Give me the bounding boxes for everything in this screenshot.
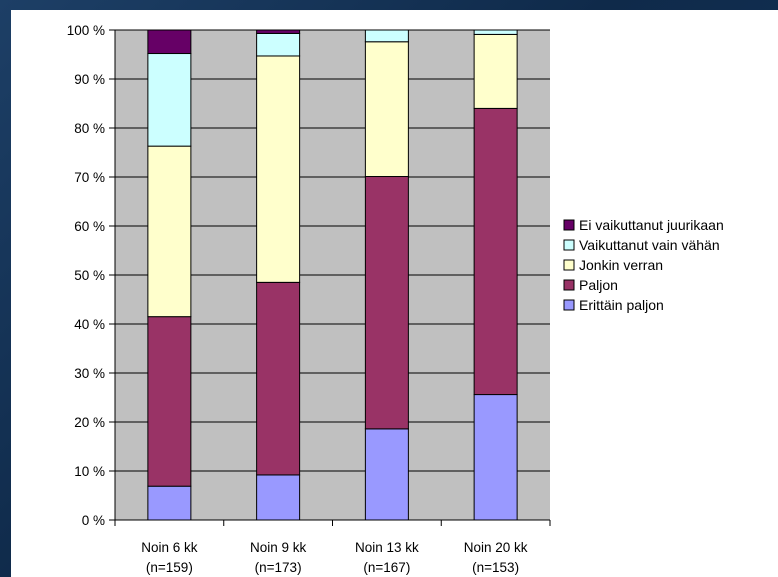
y-tick-label: 40 %: [74, 317, 105, 332]
bar-segment: [473, 107, 518, 396]
bar-segment: [147, 29, 192, 55]
x-tick-labels: Noin 6 kk (n=159) Noin 9 kk (n=173) Noin 13 …: [141, 540, 528, 575]
chart-area: 0 % 10 % 20 % 30 % 40 % 50 % 60 % 70 % 80 % 90 % 1…: [11, 10, 778, 577]
legend-swatch: [563, 259, 575, 271]
y-tick-label: 60 %: [74, 219, 105, 234]
bar-segment: [473, 29, 518, 35]
y-tick-label: 70 %: [74, 170, 105, 185]
bar-segment: [364, 41, 409, 178]
legend-swatch: [563, 299, 575, 311]
y-tick-label: 0 %: [82, 513, 105, 528]
x-tick-label: (n=167): [363, 560, 410, 575]
y-tick-label: 30 %: [74, 366, 105, 381]
stacked-bar-chart: 0 % 10 % 20 % 30 % 40 % 50 % 60 % 70 % 80 % 90 % 1…: [67, 23, 724, 575]
x-tick-label: (n=159): [146, 560, 193, 575]
x-tick-label: Noin 6 kk: [141, 540, 198, 555]
x-tick-label: (n=153): [472, 560, 519, 575]
bar-segment: [147, 145, 192, 318]
legend-label: Ei vaikuttanut juurikaan: [579, 217, 724, 233]
legend-swatch: [563, 279, 575, 291]
y-tick-label: 80 %: [74, 121, 105, 136]
bar-segment: [473, 394, 518, 521]
bar-segment: [364, 29, 409, 43]
bar-segment: [256, 281, 301, 476]
x-tick-label: Noin 9 kk: [250, 540, 307, 555]
bar-segment: [473, 33, 518, 109]
legend-label: Jonkin verran: [579, 257, 663, 273]
bar-segment: [256, 32, 301, 57]
legend-label: Erittäin paljon: [579, 297, 664, 313]
legend-label: Paljon: [579, 277, 618, 293]
bar-segment: [256, 29, 301, 34]
y-tick-label: 20 %: [74, 415, 105, 430]
x-tick-label: Noin 20 kk: [464, 540, 528, 555]
x-tick-label: (n=173): [255, 560, 302, 575]
legend-label: Vaikuttanut vain vähän: [579, 237, 720, 253]
axes: [109, 29, 551, 526]
bars: [147, 29, 518, 521]
bar-segment: [256, 474, 301, 521]
x-tick-label: Noin 13 kk: [355, 540, 419, 555]
legend-swatch: [563, 219, 575, 231]
y-tick-label: 50 %: [74, 268, 105, 283]
bar-segment: [147, 53, 192, 147]
legend-swatch: [563, 239, 575, 251]
y-tick-labels: 0 % 10 % 20 % 30 % 40 % 50 % 60 % 70 % 80 % 90 % 1…: [67, 23, 105, 528]
y-tick-label: 10 %: [74, 464, 105, 479]
y-tick-label: 90 %: [74, 72, 105, 87]
legend: Ei vaikuttanut juurikaan Vaikuttanut vain…: [563, 217, 724, 313]
bar-segment: [256, 55, 301, 283]
y-tick-label: 100 %: [67, 23, 105, 38]
bar-segment: [147, 316, 192, 487]
bar-segment: [364, 176, 409, 430]
bar-segment: [364, 428, 409, 521]
bar-segment: [147, 485, 192, 521]
